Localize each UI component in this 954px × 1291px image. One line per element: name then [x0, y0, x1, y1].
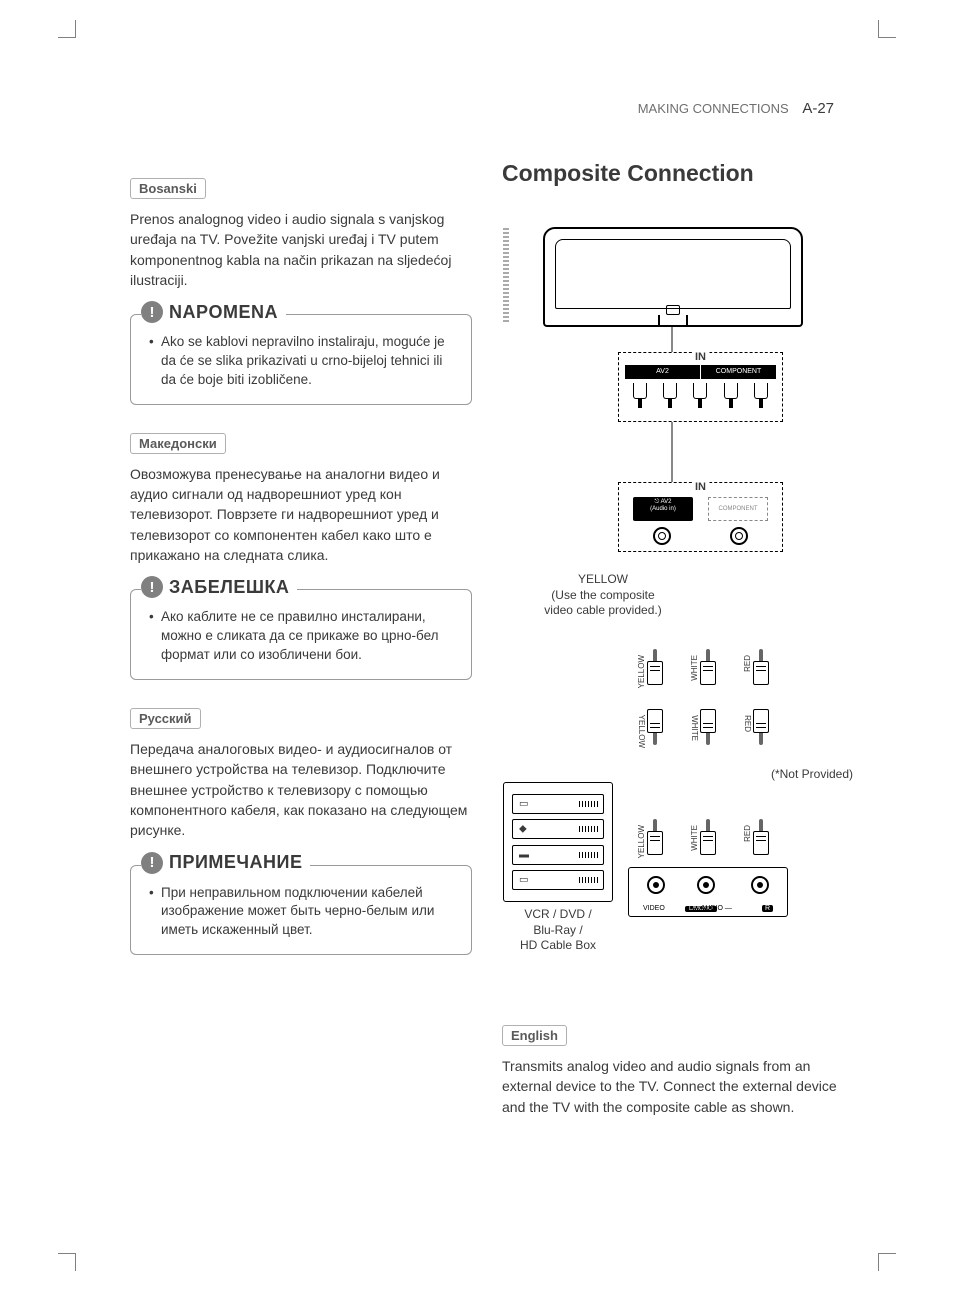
connector-line — [671, 327, 673, 355]
content-columns: Bosanski Prenos analognog video i audio … — [130, 160, 844, 1123]
makedonski-text: Овозможува пренесување на аналогни видео… — [130, 464, 472, 565]
crop-mark — [58, 1253, 76, 1271]
lang-label-bosanski: Bosanski — [130, 178, 206, 199]
av2-audio-label: ⎋ AV2(Audio in) — [633, 497, 693, 521]
page-header: MAKING CONNECTIONS A-27 — [638, 100, 834, 117]
rca-plug-icon: WHITE — [700, 709, 716, 745]
note-title-wrap: ! ЗАБЕЛЕШКА — [141, 576, 297, 598]
page: MAKING CONNECTIONS A-27 Bosanski Prenos … — [0, 0, 954, 1291]
yellow-cable-note: YELLOW (Use the composite video cable pr… — [538, 572, 668, 619]
port-icon — [754, 383, 768, 399]
tv-icon — [543, 227, 803, 327]
note-item: Ako se kablovi nepravilno instaliraju, m… — [149, 333, 457, 390]
lang-label-russkii: Русский — [130, 708, 201, 729]
input-panel-top: IN AV2 COMPONENT — [618, 352, 783, 422]
rca-plug-icon: YELLOW — [647, 709, 663, 745]
yellow-label: YELLOW — [578, 572, 628, 586]
port-icon — [693, 383, 707, 399]
audio-out-label: — AUDIO — — [677, 905, 747, 912]
port-icon — [724, 383, 738, 399]
note-title-wrap: ! NAPOMENA — [141, 301, 286, 323]
port-icon — [633, 383, 647, 399]
audio-l-jack-icon — [697, 876, 715, 894]
note-title: ПРИМЕЧАНИЕ — [169, 852, 302, 873]
component-label: COMPONENT — [701, 365, 776, 379]
in-label: IN — [692, 351, 709, 363]
input-panel-mid: IN ⎋ AV2(Audio in) COMPONENT — [618, 482, 783, 552]
rca-plug-icon: RED — [753, 649, 769, 685]
info-icon: ! — [141, 576, 163, 598]
crop-mark — [878, 20, 896, 38]
jack-icon — [730, 527, 748, 545]
crop-mark — [58, 20, 76, 38]
left-column: Bosanski Prenos analognog video i audio … — [130, 160, 472, 1123]
note-box-russkii: ! ПРИМЕЧАНИЕ При неправильном подключени… — [130, 865, 472, 956]
note-box-makedonski: ! ЗАБЕЛЕШКА Ако каблите не се правилно и… — [130, 589, 472, 680]
rca-plug-icon: WHITE — [700, 649, 716, 685]
composite-cable-line — [503, 227, 509, 322]
audio-r-jack-icon — [751, 876, 769, 894]
video-out-jack-icon — [647, 876, 665, 894]
lang-label-makedonski: Македонски — [130, 433, 226, 454]
lang-label-english: English — [502, 1025, 567, 1046]
section-heading: Composite Connection — [502, 160, 844, 187]
bluray-device-icon: ▬ — [512, 845, 604, 865]
note-item: При неправильном подключении кабелей изо… — [149, 884, 457, 941]
device-caption: VCR / DVD /Blu-Ray /HD Cable Box — [503, 907, 613, 954]
plug-group-3: YELLOW WHITE RED — [628, 817, 788, 857]
jack-icon — [653, 527, 671, 545]
note-item: Ако каблите не се правилно инсталирани, … — [149, 608, 457, 665]
vcr-device-icon: ▭ — [512, 794, 604, 814]
output-panel: VIDEO L/MONO — AUDIO — R — [628, 867, 788, 917]
video-out-label: VIDEO — [643, 905, 665, 912]
page-number: A-27 — [802, 100, 834, 117]
note-title: ЗАБЕЛЕШКА — [169, 577, 289, 598]
source-devices-box: ▭ ◆ ▬ ▭ — [503, 782, 613, 902]
connector-line — [671, 422, 673, 482]
rca-plug-icon: RED — [753, 709, 769, 745]
rca-plug-icon: RED — [753, 819, 769, 855]
crop-mark — [878, 1253, 896, 1271]
plug-group-2: YELLOW WHITE RED — [628, 707, 788, 747]
yellow-subtext: (Use the composite video cable provided.… — [544, 588, 661, 618]
cablebox-device-icon: ▭ — [512, 870, 604, 890]
note-title-wrap: ! ПРИМЕЧАНИЕ — [141, 852, 310, 874]
in-label: IN — [692, 481, 709, 493]
not-provided-label: (*Not Provided) — [771, 767, 853, 781]
english-text: Transmits analog video and audio signals… — [502, 1056, 844, 1117]
bosanski-text: Prenos analognog video i audio signala s… — [130, 209, 472, 290]
info-icon: ! — [141, 301, 163, 323]
section-name: MAKING CONNECTIONS — [638, 101, 789, 116]
plug-group-1: YELLOW WHITE RED — [628, 647, 788, 687]
connection-diagram: IN AV2 COMPONENT IN — [503, 227, 843, 987]
rca-plug-icon: WHITE — [700, 819, 716, 855]
r-label: R — [762, 905, 773, 912]
dvd-device-icon: ◆ — [512, 819, 604, 839]
av2-label: AV2 — [625, 365, 701, 379]
component-dim-label: COMPONENT — [708, 497, 768, 521]
note-title: NAPOMENA — [169, 302, 278, 323]
note-box-bosanski: ! NAPOMENA Ako se kablovi nepravilno ins… — [130, 314, 472, 405]
russkii-text: Передача аналоговых видео- и аудиосигнал… — [130, 739, 472, 840]
rca-plug-icon: YELLOW — [647, 649, 663, 685]
info-icon: ! — [141, 852, 163, 874]
port-icon — [663, 383, 677, 399]
rca-plug-icon: YELLOW — [647, 819, 663, 855]
right-column: Composite Connection IN AV2 COMPONENT — [502, 160, 844, 1123]
